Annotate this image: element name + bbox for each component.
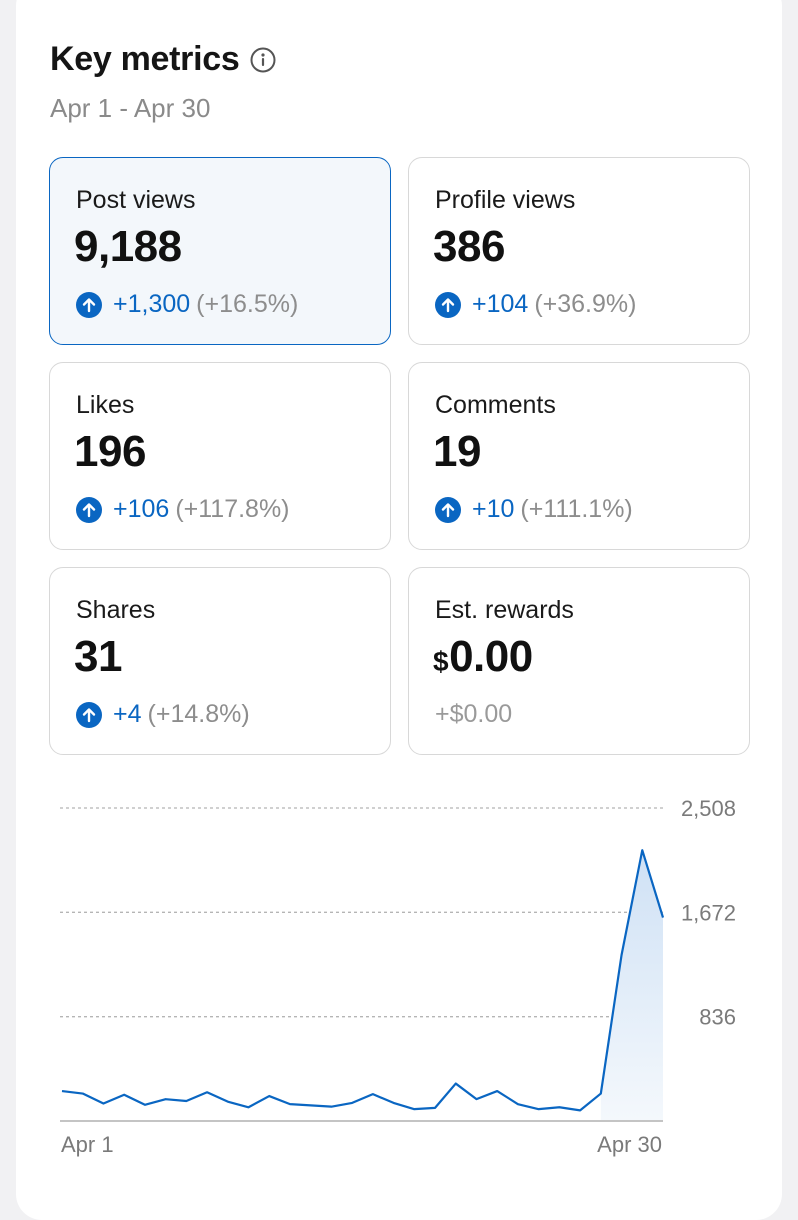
- metric-delta: +4 (+14.8%): [76, 700, 250, 729]
- title-row: Key metrics: [50, 40, 277, 79]
- metric-value: 386: [433, 222, 505, 272]
- currency-symbol: $: [433, 646, 448, 677]
- delta-absolute: +1,300: [113, 290, 190, 319]
- metric-label: Est. rewards: [435, 596, 574, 625]
- metric-amount: 0.00: [449, 632, 533, 681]
- date-range: Apr 1 - Apr 30: [50, 93, 277, 124]
- metric-label: Shares: [76, 596, 155, 625]
- metric-delta: +1,300 (+16.5%): [76, 290, 298, 319]
- metric-label: Post views: [76, 186, 195, 215]
- metric-value: 19: [433, 427, 481, 477]
- delta-absolute: +4: [113, 700, 142, 729]
- metric-delta: +$0.00: [435, 700, 512, 729]
- metric-card-est-rewards[interactable]: Est. rewards $0.00 +$0.00: [408, 567, 750, 755]
- metric-value: 196: [74, 427, 146, 477]
- key-metrics-header: Key metrics Apr 1 - Apr 30: [50, 40, 277, 124]
- metric-delta: +106 (+117.8%): [76, 495, 290, 524]
- arrow-up-icon: [435, 292, 461, 318]
- chart-svg: 836 1,672 2,508 Apr 1 Apr 30: [0, 780, 798, 1180]
- arrow-up-icon: [435, 497, 461, 523]
- y-tick-label: 836: [699, 1005, 736, 1030]
- y-tick-label: 1,672: [681, 900, 736, 925]
- series-line: [62, 850, 663, 1110]
- delta-percent: (+117.8%): [175, 495, 289, 524]
- metric-card-shares[interactable]: Shares 31 +4 (+14.8%): [49, 567, 391, 755]
- x-tick-label-end: Apr 30: [597, 1132, 662, 1157]
- y-tick-label: 2,508: [681, 796, 736, 821]
- metric-card-profile-views[interactable]: Profile views 386 +104 (+36.9%): [408, 157, 750, 345]
- delta-percent: (+111.1%): [520, 495, 632, 524]
- metric-delta: +10 (+111.1%): [435, 495, 633, 524]
- metric-label: Profile views: [435, 186, 575, 215]
- metric-value: $0.00: [433, 632, 533, 682]
- arrow-up-icon: [76, 497, 102, 523]
- metric-delta: +104 (+36.9%): [435, 290, 636, 319]
- arrow-up-icon: [76, 292, 102, 318]
- delta-absolute: +104: [472, 290, 528, 319]
- delta-percent: (+16.5%): [196, 290, 298, 319]
- delta-absolute: +106: [113, 495, 169, 524]
- metric-card-comments[interactable]: Comments 19 +10 (+111.1%): [408, 362, 750, 550]
- metric-card-likes[interactable]: Likes 196 +106 (+117.8%): [49, 362, 391, 550]
- metric-label: Likes: [76, 391, 134, 420]
- chart-series: [62, 850, 663, 1121]
- delta-absolute: +10: [472, 495, 514, 524]
- delta-absolute: +$0.00: [435, 700, 512, 729]
- metric-value: 31: [74, 632, 122, 682]
- delta-percent: (+36.9%): [534, 290, 636, 319]
- arrow-up-icon: [76, 702, 102, 728]
- x-tick-label-start: Apr 1: [61, 1132, 114, 1157]
- metric-label: Comments: [435, 391, 556, 420]
- info-icon[interactable]: [249, 46, 277, 74]
- metric-card-post-views[interactable]: Post views 9,188 +1,300 (+16.5%): [49, 157, 391, 345]
- post-views-chart: 836 1,672 2,508 Apr 1 Apr 30: [0, 780, 798, 1180]
- metric-value: 9,188: [74, 222, 182, 272]
- delta-percent: (+14.8%): [148, 700, 250, 729]
- page-title: Key metrics: [50, 40, 239, 79]
